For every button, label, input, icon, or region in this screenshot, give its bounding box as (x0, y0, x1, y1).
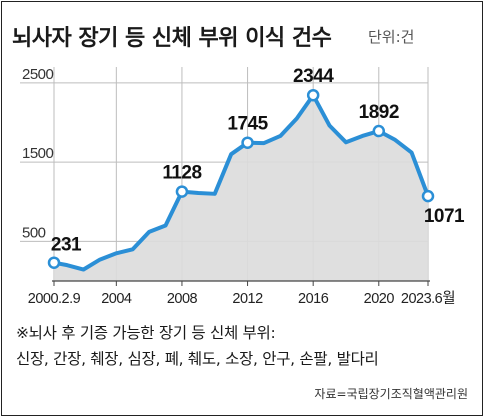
data-point-marker (421, 189, 435, 203)
x-tick-label: 2004 (101, 291, 132, 307)
x-tick-label: 2000.2.9 (28, 291, 81, 307)
x-tick-label: 2012 (232, 291, 263, 307)
data-value-label: 1071 (424, 206, 465, 227)
y-tick-label: 2500 (22, 66, 54, 83)
organ-note-heading: ※뇌사 후 기증 가능한 장기 등 신체 부위: (16, 324, 276, 342)
y-tick-label: 500 (22, 224, 46, 241)
x-tick-label: 2016 (298, 291, 329, 307)
axis-layer (52, 280, 430, 286)
organ-note-list: 신장, 간장, 췌장, 심장, 폐, 췌도, 소장, 안구, 손팔, 발다리 (16, 350, 379, 368)
x-tick-label: 2008 (167, 291, 198, 307)
data-point-marker (175, 185, 189, 198)
label-layer: 500 1500 2500 2000.2.9 2004 2008 2012 2016 2020 2… (22, 66, 466, 307)
data-point-marker (47, 256, 61, 269)
data-value-label: 231 (51, 235, 82, 256)
data-point-marker (306, 88, 320, 102)
data-value-label: 2344 (293, 66, 334, 87)
data-point-marker (241, 136, 254, 149)
source-credit: 자료=국립장기조직혈액관리원 (314, 387, 468, 401)
series-line (52, 93, 430, 272)
chart-title: 뇌사자 장기 등 신체 부위 이식 건수 (12, 26, 332, 51)
x-tick-label: 2023.6월 (401, 290, 455, 307)
data-value-label: 1892 (359, 102, 399, 123)
y-tick-label: 1500 (22, 145, 54, 162)
data-value-label: 1745 (227, 114, 268, 135)
x-tick-label: 2020 (364, 291, 395, 307)
line-layer (47, 88, 435, 272)
data-point-marker (372, 124, 386, 138)
data-value-label: 1128 (162, 163, 201, 184)
unit-label: 단위:건 (368, 28, 415, 46)
